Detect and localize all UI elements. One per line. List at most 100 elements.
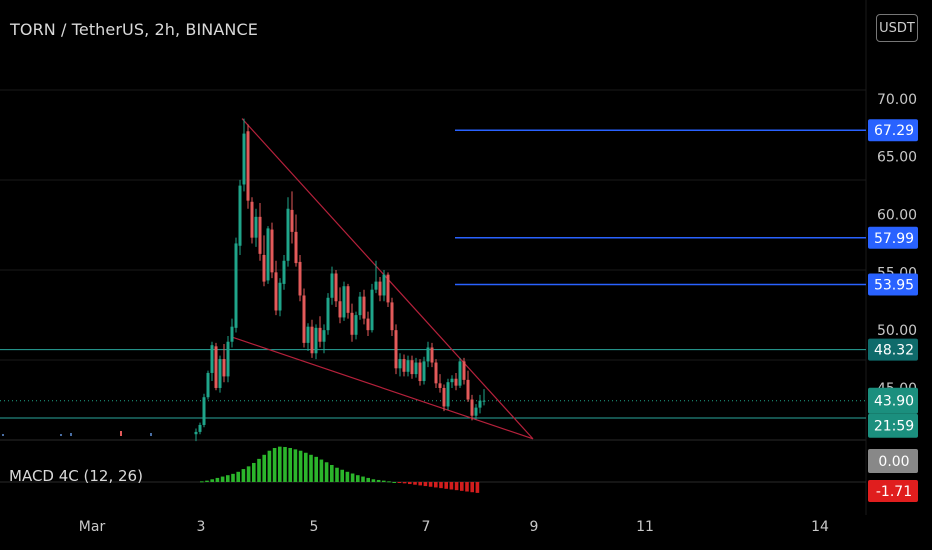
candle-body	[474, 407, 478, 416]
candle-body	[298, 261, 302, 296]
volume-bar	[60, 434, 62, 436]
triangle-lower	[231, 336, 534, 440]
candle-body	[286, 208, 290, 261]
candle-body	[302, 295, 306, 343]
macd-bar	[366, 477, 370, 482]
macd-bar	[340, 469, 344, 482]
macd-bar	[392, 482, 396, 483]
countdown-tag: 21:59	[874, 419, 914, 435]
macd-bar	[330, 465, 334, 482]
y-tick-label: 65.00	[877, 150, 917, 166]
price-tag-bg	[868, 273, 918, 296]
candle-body	[270, 229, 274, 273]
candle-body	[410, 360, 414, 375]
candle-body	[438, 383, 442, 388]
indicator-label[interactable]: MACD 4C (12, 26)	[9, 467, 143, 485]
macd-bar	[428, 482, 433, 487]
candle-body	[342, 286, 346, 318]
candle-body	[434, 362, 438, 384]
symbol-title[interactable]: TORN / TetherUS, 2h, BINANCE	[10, 20, 258, 39]
candle-body	[230, 326, 234, 342]
candle-body	[386, 274, 390, 303]
x-axis[interactable]: Mar 3 5 7 9 11 14	[79, 519, 829, 535]
price-tag-bg	[868, 226, 918, 249]
candle-body	[418, 362, 422, 382]
candle-body	[246, 131, 250, 201]
macd-bar	[387, 481, 391, 483]
candle-body	[446, 382, 450, 407]
price-tags: 67.29 57.99 53.95 48.32 43.90 21:59 0.00 -1.71	[868, 119, 918, 502]
price-tag: 57.99	[874, 231, 914, 247]
x-tick-label: 7	[422, 519, 431, 535]
macd-bar	[444, 482, 448, 489]
price-tag: 48.32	[874, 343, 914, 359]
candle-body	[262, 255, 266, 282]
macd-bar	[382, 480, 386, 482]
macd-bar	[304, 452, 308, 482]
candle-body	[482, 400, 486, 402]
candle-body	[218, 359, 222, 388]
candle-body	[214, 346, 218, 388]
macd-bar	[257, 458, 261, 482]
candle-body	[258, 216, 262, 254]
macd-bar	[298, 450, 303, 482]
macd-value-tag: 0.00	[878, 454, 909, 470]
candle-body	[310, 326, 314, 354]
volume-bar	[120, 431, 122, 436]
candle-body	[254, 216, 258, 238]
currency-button[interactable]: USDT	[876, 14, 918, 42]
candle-body	[274, 272, 278, 311]
macd-bar	[288, 448, 292, 482]
macd-bar	[335, 467, 339, 482]
macd-bar	[397, 482, 402, 483]
macd-bar	[205, 480, 209, 482]
x-tick-label: 5	[310, 519, 319, 535]
candle-body	[358, 296, 362, 316]
countdown-tag-bg	[868, 413, 918, 438]
candle-body	[462, 361, 466, 380]
macd-bar	[252, 462, 256, 482]
macd-bar	[439, 482, 443, 489]
macd-bar	[371, 479, 376, 482]
candle-body	[306, 326, 310, 343]
grid-lines	[0, 0, 867, 515]
macd-signal-tag-bg	[868, 480, 918, 502]
macd-bar	[246, 466, 251, 482]
candle-body	[266, 228, 270, 281]
macd-bar	[402, 482, 407, 484]
candle-body	[250, 201, 254, 238]
candle-body	[442, 387, 446, 407]
macd-bar	[356, 475, 360, 482]
macd-bar	[293, 449, 298, 482]
candle-body	[330, 273, 334, 298]
candle-body	[422, 361, 426, 382]
candle-body	[414, 362, 418, 375]
x-tick-label: 14	[811, 519, 829, 535]
y-tick-label: 70.00	[877, 92, 917, 108]
volume-bar	[70, 433, 72, 436]
candle-body	[322, 330, 326, 342]
candle-body	[406, 360, 410, 372]
last-price-tag: 43.90	[874, 394, 914, 410]
price-tag: 53.95	[874, 277, 914, 293]
macd-histogram	[0, 446, 866, 493]
macd-bar	[460, 482, 464, 491]
macd-bar	[408, 482, 412, 485]
macd-bar	[434, 482, 438, 488]
candle-body	[334, 273, 338, 302]
candle-body	[282, 260, 286, 284]
macd-bar	[272, 448, 277, 482]
candle-body	[198, 424, 202, 432]
macd-bar	[309, 454, 313, 482]
candle-body	[394, 330, 398, 369]
candle-body	[398, 359, 402, 369]
price-tag-bg	[868, 338, 918, 361]
macd-bar	[361, 476, 365, 482]
macd-bar	[465, 482, 469, 492]
candle-body	[210, 345, 214, 373]
candle-body	[426, 347, 430, 362]
y-tick-label: 50.00	[877, 323, 917, 339]
candle-body	[430, 347, 434, 363]
